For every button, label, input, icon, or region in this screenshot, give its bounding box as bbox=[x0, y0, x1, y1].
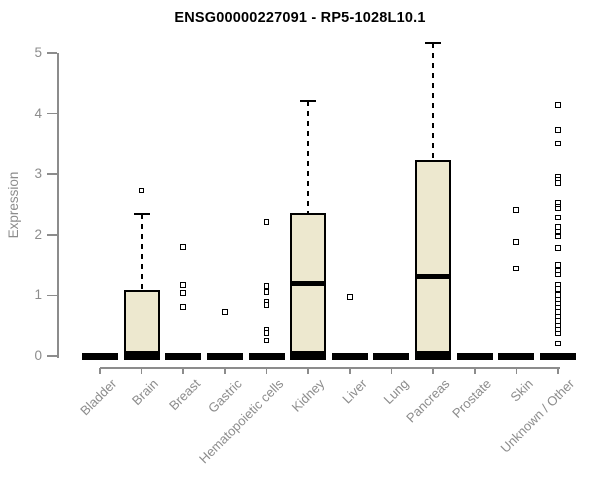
outlier-point bbox=[513, 265, 520, 272]
median-line bbox=[415, 273, 452, 279]
x-tick-label: Unknown / Other bbox=[498, 376, 578, 456]
y-tick-label: 2 bbox=[34, 226, 42, 242]
outlier-point bbox=[554, 271, 561, 278]
y-axis-line bbox=[57, 53, 59, 358]
outlier-point bbox=[180, 289, 187, 296]
zero-bar bbox=[415, 352, 452, 360]
x-axis-tick bbox=[473, 368, 476, 374]
outlier-point bbox=[263, 329, 270, 336]
outlier-point bbox=[554, 340, 561, 347]
chart-title: ENSG00000227091 - RP5-1028L10.1 bbox=[174, 10, 426, 26]
outlier-point bbox=[263, 283, 270, 289]
median-line bbox=[290, 280, 327, 286]
outlier-point bbox=[554, 245, 561, 251]
box bbox=[123, 289, 160, 353]
outlier-point bbox=[554, 102, 561, 108]
x-axis-tick bbox=[390, 368, 393, 374]
y-tick-label: 0 bbox=[34, 348, 42, 363]
zero-bar bbox=[206, 352, 243, 360]
y-tick-label: 3 bbox=[34, 166, 42, 182]
outlier-point bbox=[554, 214, 561, 221]
x-axis-tick bbox=[349, 368, 351, 374]
outlier-point bbox=[554, 286, 561, 292]
zero-bar bbox=[373, 352, 410, 360]
x-tick-label: Gastric bbox=[204, 376, 245, 416]
outlier-point bbox=[554, 330, 561, 337]
zero-bar bbox=[498, 352, 535, 360]
outlier-point bbox=[554, 205, 561, 212]
y-tick-label: 1 bbox=[34, 287, 42, 303]
outlier-point bbox=[554, 126, 561, 133]
whisker-line bbox=[432, 43, 435, 161]
outlier-point bbox=[263, 302, 270, 308]
x-axis-tick bbox=[515, 368, 518, 374]
zero-bar bbox=[290, 352, 327, 360]
outlier-point bbox=[554, 233, 561, 240]
y-tick-label: 4 bbox=[34, 105, 42, 121]
x-tick-label: Bladder bbox=[77, 376, 120, 419]
outlier-point bbox=[180, 303, 187, 310]
outlier-point bbox=[221, 309, 228, 315]
zero-bar bbox=[539, 352, 576, 360]
x-axis-tick bbox=[140, 368, 143, 374]
x-axis-tick bbox=[182, 368, 185, 374]
x-axis-tick bbox=[432, 368, 434, 374]
x-tick-label: Skin bbox=[507, 376, 536, 405]
x-tick-label: Lung bbox=[380, 376, 412, 408]
x-tick-label: Liver bbox=[338, 376, 370, 407]
box bbox=[415, 160, 452, 353]
whisker-line bbox=[307, 100, 310, 213]
outlier-point bbox=[554, 140, 561, 147]
x-axis-tick bbox=[307, 368, 309, 374]
outlier-point bbox=[263, 337, 270, 344]
y-axis-tick bbox=[47, 294, 58, 297]
y-axis-tick bbox=[47, 112, 58, 115]
x-tick-label: Prostate bbox=[449, 376, 495, 421]
x-tick-label: Pancreas bbox=[403, 376, 453, 426]
y-axis-tick bbox=[47, 52, 58, 54]
zero-bar bbox=[165, 352, 202, 360]
outlier-point bbox=[263, 289, 270, 295]
x-axis-tick bbox=[224, 368, 226, 374]
y-tick-label: 5 bbox=[34, 45, 42, 60]
y-axis-tick bbox=[47, 355, 58, 357]
outlier-point bbox=[138, 187, 145, 194]
zero-bar bbox=[123, 352, 160, 360]
outlier-point bbox=[554, 262, 561, 268]
x-axis-tick bbox=[557, 368, 559, 374]
zero-bar bbox=[456, 352, 493, 360]
outlier-point bbox=[346, 294, 353, 300]
outlier-point bbox=[180, 243, 187, 250]
whisker-cap bbox=[425, 42, 442, 45]
x-axis-tick bbox=[265, 368, 268, 374]
zero-bar bbox=[248, 352, 285, 360]
outlier-point bbox=[513, 206, 520, 213]
x-tick-label: Brain bbox=[129, 376, 162, 409]
x-axis-line bbox=[100, 367, 560, 369]
outlier-point bbox=[554, 180, 561, 186]
outlier-point bbox=[263, 219, 270, 225]
zero-bar bbox=[331, 352, 368, 360]
whisker-line bbox=[140, 214, 143, 290]
outlier-point bbox=[513, 239, 520, 245]
whisker-cap bbox=[300, 99, 317, 103]
x-axis-tick bbox=[99, 368, 101, 374]
y-axis-tick bbox=[47, 234, 58, 236]
outlier-point bbox=[180, 282, 187, 288]
x-tick-label: Breast bbox=[165, 376, 203, 414]
y-axis-tick bbox=[47, 173, 58, 175]
zero-bar bbox=[82, 352, 118, 360]
whisker-cap bbox=[133, 212, 150, 216]
x-tick-label: Kidney bbox=[289, 376, 328, 415]
